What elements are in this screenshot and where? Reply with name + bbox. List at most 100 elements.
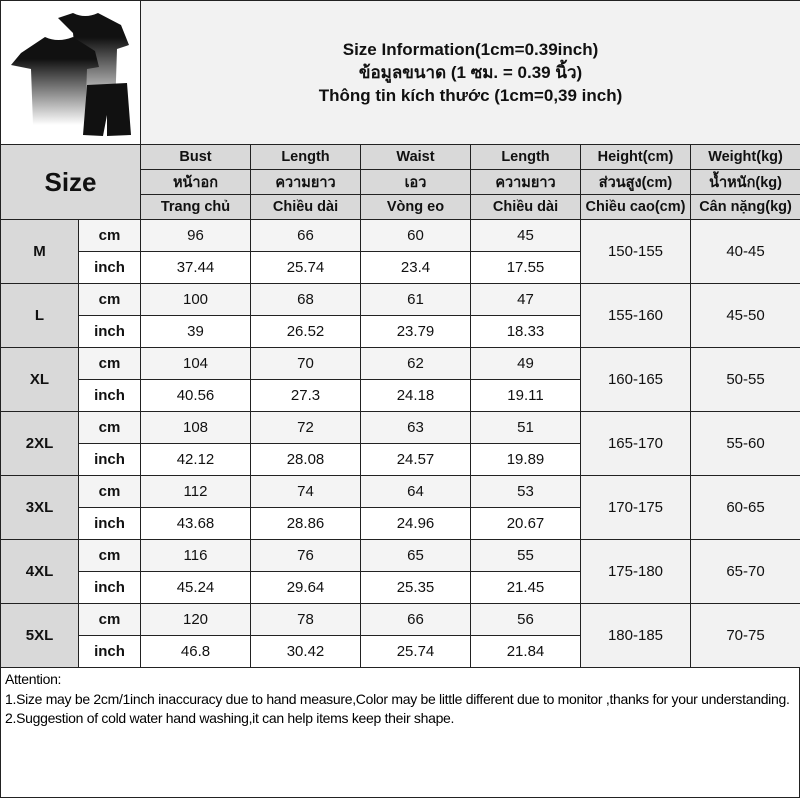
inch-value: 18.33 <box>470 315 581 348</box>
unit-label: inch <box>78 379 141 412</box>
weight-range: 55-60 <box>689 411 800 476</box>
unit-label: cm <box>78 219 141 252</box>
column-header-th: น้ำหนัก(kg) <box>689 169 800 195</box>
inch-value: 28.86 <box>250 507 361 540</box>
size-label: 3XL <box>0 475 79 540</box>
attention-heading: Attention: <box>5 671 62 687</box>
inch-value: 27.3 <box>250 379 361 412</box>
cm-value: 96 <box>140 219 251 252</box>
inch-value: 23.79 <box>360 315 471 348</box>
cm-value: 66 <box>250 219 361 252</box>
inch-value: 45.24 <box>140 571 251 604</box>
cm-value: 108 <box>140 411 251 444</box>
inch-value: 24.57 <box>360 443 471 476</box>
inch-value: 46.8 <box>140 635 251 668</box>
cm-value: 61 <box>360 283 471 316</box>
unit-label: cm <box>78 347 141 380</box>
column-header-th: ความยาว <box>470 169 581 195</box>
height-range: 165-170 <box>580 411 691 476</box>
weight-range: 70-75 <box>689 603 800 668</box>
title-en: Size Information(1cm=0.39inch) <box>342 40 599 59</box>
size-label: 2XL <box>0 411 79 476</box>
weight-range: 60-65 <box>689 475 800 540</box>
product-image <box>0 0 141 145</box>
column-header-vi: Vòng eo <box>360 194 471 220</box>
weight-range: 65-70 <box>689 539 800 604</box>
cm-value: 45 <box>470 219 581 252</box>
inch-value: 43.68 <box>140 507 251 540</box>
cm-value: 112 <box>140 475 251 508</box>
inch-value: 19.89 <box>470 443 581 476</box>
table-row: inch 45.24 29.64 25.35 21.45 <box>1 571 800 604</box>
table-row: 5XL cm 120 78 66 56 180-185 70-75 <box>0 603 800 668</box>
unit-label: cm <box>78 283 141 316</box>
cm-value: 63 <box>360 411 471 444</box>
cm-value: 120 <box>140 603 251 636</box>
column-header-th: เอว <box>360 169 471 195</box>
inch-value: 17.55 <box>470 251 581 284</box>
inch-value: 26.52 <box>250 315 361 348</box>
cm-value: 78 <box>250 603 361 636</box>
column-header-en: Length <box>470 144 581 170</box>
cm-value: 104 <box>140 347 251 380</box>
inch-value: 25.35 <box>360 571 471 604</box>
unit-label: inch <box>78 251 141 284</box>
cm-value: 56 <box>470 603 581 636</box>
height-range: 180-185 <box>580 603 691 668</box>
inch-value: 23.4 <box>360 251 471 284</box>
inch-value: 21.84 <box>470 635 581 668</box>
note-item: 2.Suggestion of cold water hand washing,… <box>5 710 455 726</box>
column-header-en: Length <box>250 144 361 170</box>
column-header-th: ความยาว <box>250 169 361 195</box>
cm-value: 68 <box>250 283 361 316</box>
column-header-vi: Cân nặng(kg) <box>689 194 800 220</box>
inch-value: 25.74 <box>250 251 361 284</box>
unit-label: inch <box>78 507 141 540</box>
column-header-th: ส่วนสูง(cm) <box>580 169 691 195</box>
title-vi: Thông tin kích thước (1cm=0,39 inch) <box>318 86 623 105</box>
column-header-vi: Chiều cao(cm) <box>580 194 691 220</box>
unit-label: inch <box>78 443 141 476</box>
size-label: 5XL <box>0 603 79 668</box>
size-label: M <box>0 219 79 284</box>
cm-value: 64 <box>360 475 471 508</box>
table-row: 3XL cm 112 74 64 53 170-175 60-65 <box>0 475 800 540</box>
cm-value: 55 <box>470 539 581 572</box>
weight-range: 40-45 <box>689 219 800 284</box>
cm-value: 51 <box>470 411 581 444</box>
unit-label: inch <box>78 315 141 348</box>
cm-value: 47 <box>470 283 581 316</box>
size-label: L <box>0 283 79 348</box>
table-row: 4XL cm 116 76 65 55 175-180 65-70 <box>0 539 800 604</box>
column-header-en: Weight(kg) <box>689 144 800 170</box>
inch-value: 40.56 <box>140 379 251 412</box>
inch-value: 29.64 <box>250 571 361 604</box>
inch-value: 24.96 <box>360 507 471 540</box>
table-row: inch 43.68 28.86 24.96 20.67 <box>1 507 800 540</box>
column-header-th: หน้าอก <box>140 169 251 195</box>
table-row: XL cm 104 70 62 49 160-165 50-55 <box>0 347 800 412</box>
height-range: 155-160 <box>580 283 691 348</box>
attention-notes: Attention: 1.Size may be 2cm/1inch inacc… <box>0 668 800 798</box>
size-info-title: Size Information(1cm=0.39inch) ข้อมูลขนา… <box>139 0 800 145</box>
weight-range: 50-55 <box>689 347 800 412</box>
table-row: inch 46.8 30.42 25.74 21.84 <box>1 635 800 668</box>
inch-value: 28.08 <box>250 443 361 476</box>
cm-value: 116 <box>140 539 251 572</box>
cm-value: 72 <box>250 411 361 444</box>
unit-label: cm <box>78 411 141 444</box>
inch-value: 42.12 <box>140 443 251 476</box>
cm-value: 60 <box>360 219 471 252</box>
column-header-en: Height(cm) <box>580 144 691 170</box>
size-chart: Size Information(1cm=0.39inch) ข้อมูลขนา… <box>0 0 800 668</box>
inch-value: 39 <box>140 315 251 348</box>
column-header-vi: Chiều dài <box>250 194 361 220</box>
cm-value: 70 <box>250 347 361 380</box>
height-range: 170-175 <box>580 475 691 540</box>
height-range: 175-180 <box>580 539 691 604</box>
unit-label: inch <box>78 635 141 668</box>
column-header-en: Bust <box>140 144 251 170</box>
note-item: 1.Size may be 2cm/1inch inaccuracy due t… <box>5 690 790 707</box>
table-row: inch 42.12 28.08 24.57 19.89 <box>1 443 800 476</box>
inch-value: 24.18 <box>360 379 471 412</box>
